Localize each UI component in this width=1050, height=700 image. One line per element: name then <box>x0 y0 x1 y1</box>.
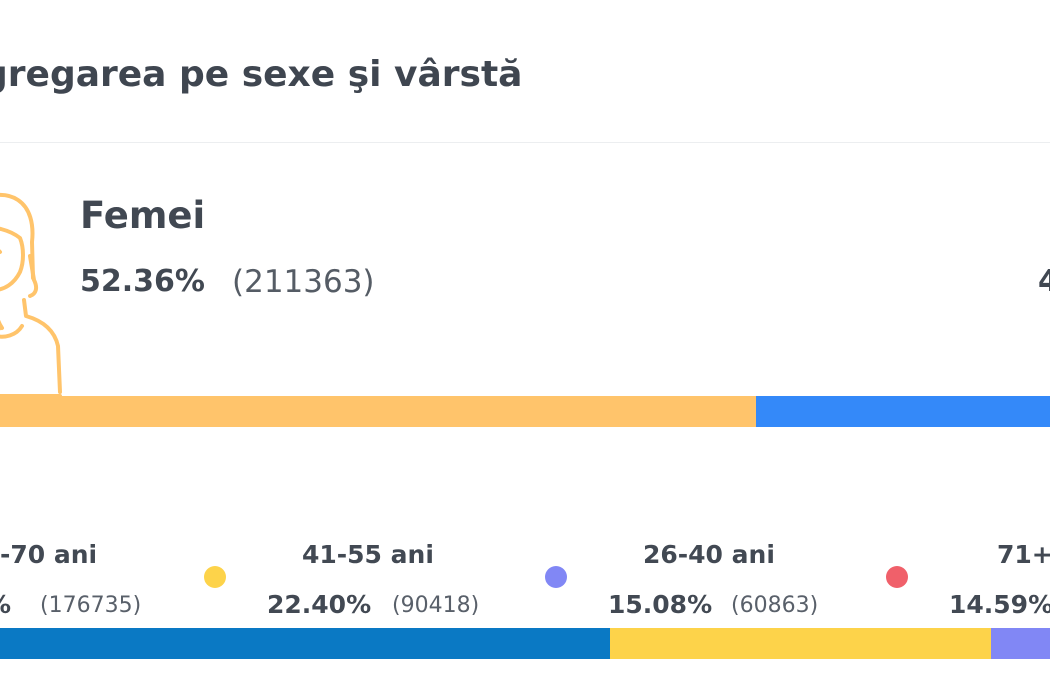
age-percent: % <box>0 590 11 619</box>
age-group-26-40: 26-40 ani 15.08% (60863) <box>545 540 885 630</box>
gender-bar-male <box>756 396 1050 427</box>
age-bar <box>0 628 1050 659</box>
age-count: (176735) <box>40 593 142 618</box>
age-group-41-55: 41-55 ani 22.40% (90418) <box>204 540 544 630</box>
female-percent: 52.36% <box>80 264 205 299</box>
age-group-61-70: -70 ani % (176735) <box>0 540 230 630</box>
age-label: 26-40 ani <box>643 540 775 569</box>
section-title: gregarea pe sexe şi vârstă <box>0 54 523 95</box>
age-bar-segment <box>610 628 991 659</box>
age-bar-segment <box>0 628 610 659</box>
age-group-71-plus: 71+ 14.59% <box>886 540 1050 630</box>
age-percent: 22.40% <box>267 590 372 619</box>
age-label: 41-55 ani <box>302 540 434 569</box>
age-percent: 15.08% <box>608 590 713 619</box>
male-percent: 4 <box>1038 264 1050 299</box>
gender-bar <box>0 396 1050 427</box>
female-person-icon <box>0 193 62 398</box>
age-count: (60863) <box>731 593 819 618</box>
age-count: (90418) <box>392 593 480 618</box>
gender-bar-female <box>0 396 756 427</box>
title-divider <box>0 142 1050 143</box>
female-label: Femei <box>80 194 206 237</box>
age-percent: 14.59% <box>949 590 1050 619</box>
age-label: 71+ <box>997 540 1050 569</box>
female-count: (211363) <box>232 264 375 300</box>
legend-dot <box>886 566 908 588</box>
legend-dot <box>204 566 226 588</box>
age-label: -70 ani <box>0 540 98 569</box>
legend-dot <box>545 566 567 588</box>
age-bar-segment <box>991 628 1050 659</box>
